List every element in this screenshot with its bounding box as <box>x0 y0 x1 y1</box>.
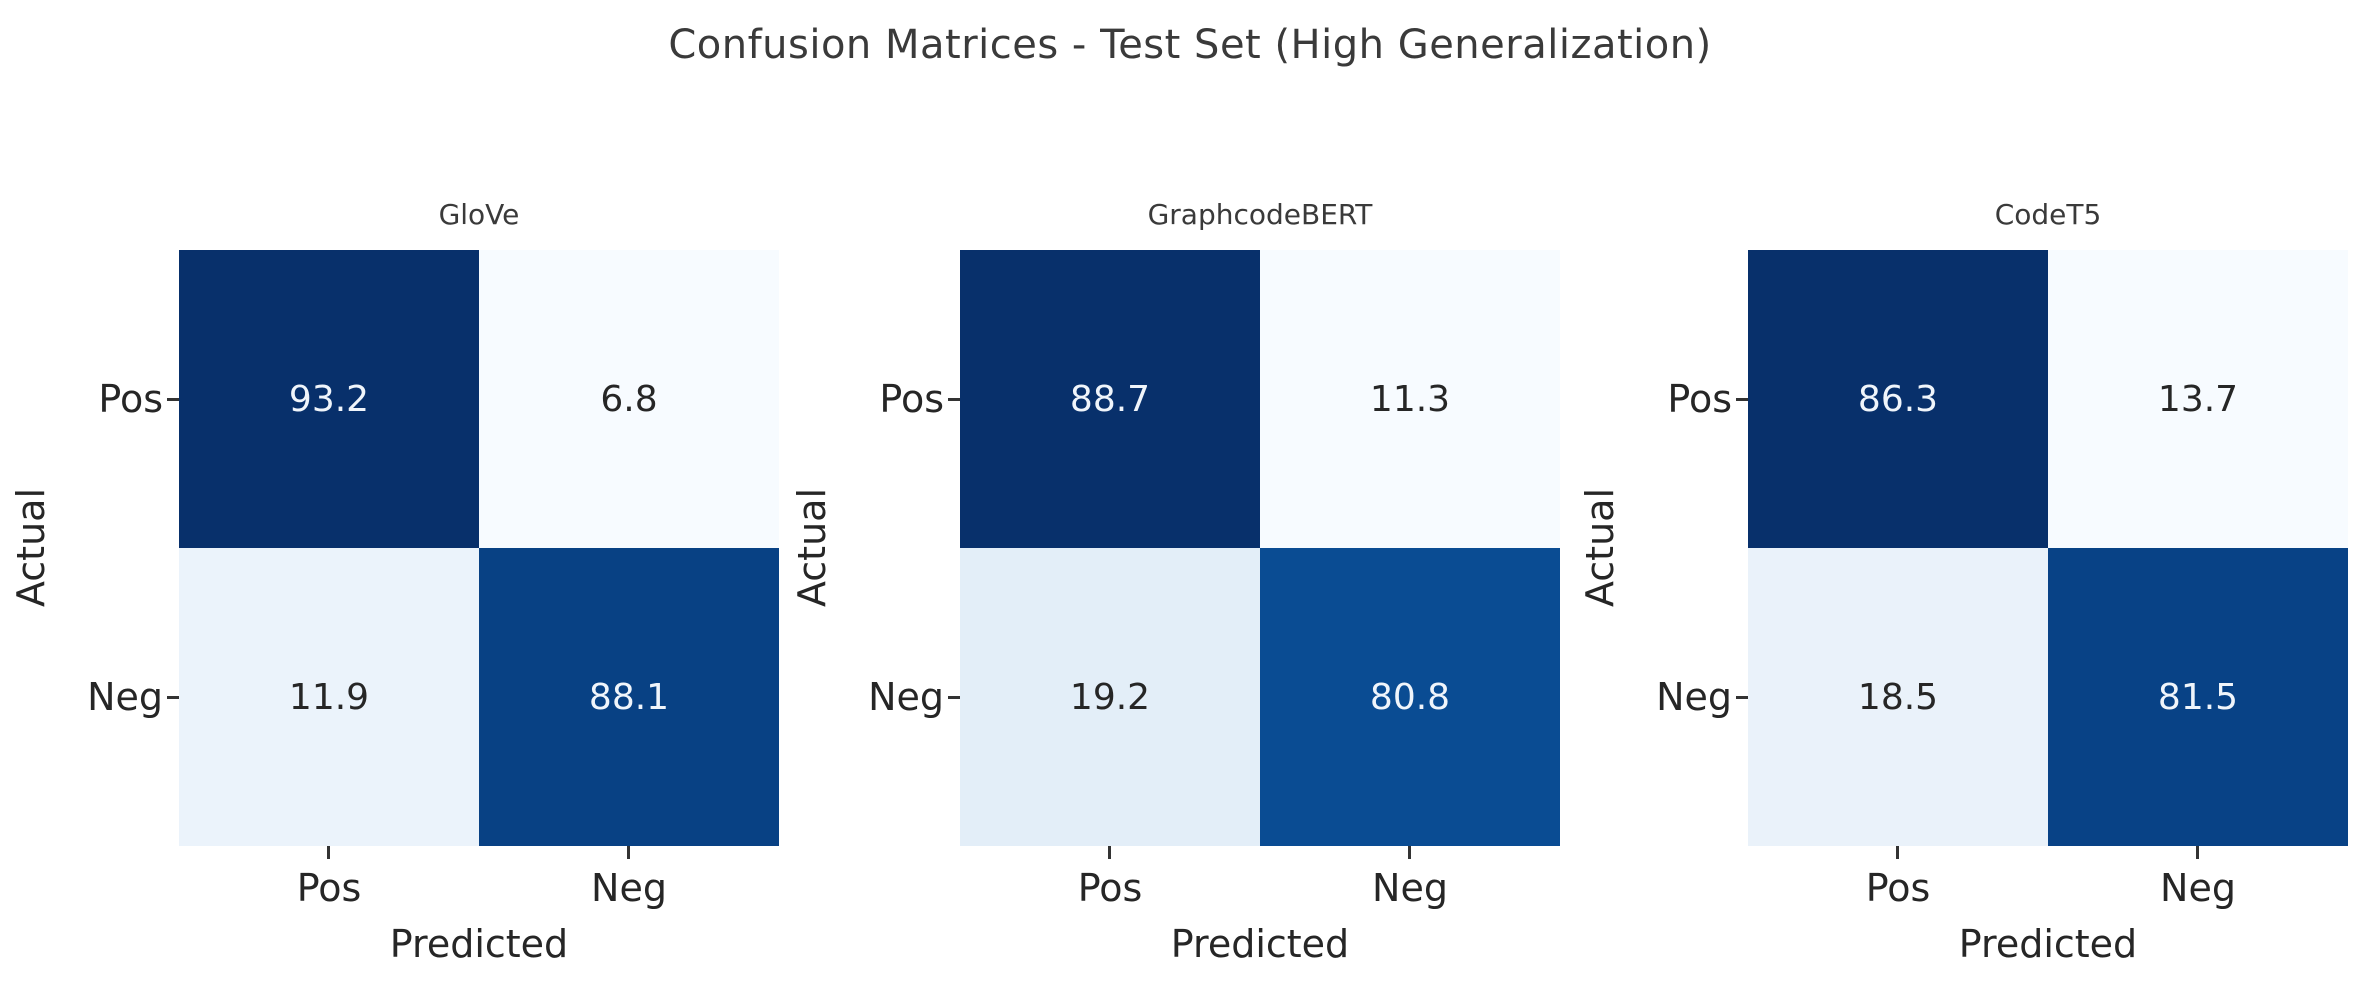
x-tick-label-neg: Neg <box>591 866 667 910</box>
x-tick-label-neg: Neg <box>1372 866 1448 910</box>
x-tick-label-pos: Pos <box>1865 866 1931 910</box>
figure-title: Confusion Matrices - Test Set (High Gene… <box>668 22 1712 68</box>
y-tick-label-pos: Pos <box>1667 377 1732 421</box>
y-tick-label-neg: Neg <box>868 675 944 719</box>
y-tick-mark <box>1736 398 1748 401</box>
subplot-graphcodebert: GraphcodeBERT 88.7 11.3 19.2 80.8 Pos Ne… <box>790 198 1560 966</box>
x-tick-label-pos: Pos <box>1077 866 1143 910</box>
y-tick-mark <box>167 696 179 699</box>
y-tick-mark <box>948 696 960 699</box>
x-tick-mark <box>1896 846 1899 859</box>
x-tick-label-pos: Pos <box>296 866 362 910</box>
x-tick-label-neg: Neg <box>2160 866 2236 910</box>
y-tick-mark <box>167 398 179 401</box>
x-axis-label: Predicted <box>1958 922 2138 966</box>
y-tick-label-neg: Neg <box>1656 675 1732 719</box>
heatmap-codet5: 86.3 13.7 18.5 81.5 <box>1748 250 2348 846</box>
heatmap-cell: 88.1 <box>479 548 779 846</box>
heatmap-cell: 13.7 <box>2048 250 2348 548</box>
heatmap-cell: 88.7 <box>960 250 1260 548</box>
subplot-title: GraphcodeBERT <box>1147 198 1373 231</box>
x-axis-label: Predicted <box>389 922 569 966</box>
y-axis-label: Actual <box>9 488 53 608</box>
y-tick-label-neg: Neg <box>87 675 163 719</box>
heatmap-cell: 19.2 <box>960 548 1260 846</box>
x-axis-label: Predicted <box>1170 922 1350 966</box>
subplot-glove: GloVe 93.2 6.8 11.9 88.1 Pos Neg Pos Neg… <box>9 198 779 966</box>
heatmap-cell: 80.8 <box>1260 548 1560 846</box>
x-tick-mark <box>2196 846 2199 859</box>
x-tick-mark <box>327 846 330 859</box>
y-tick-label-pos: Pos <box>879 377 944 421</box>
y-axis-label: Actual <box>790 488 834 608</box>
y-axis-label: Actual <box>1578 488 1622 608</box>
x-tick-mark <box>1108 846 1111 859</box>
heatmap-cell: 11.3 <box>1260 250 1560 548</box>
y-tick-mark <box>948 398 960 401</box>
heatmap-cell: 11.9 <box>179 548 479 846</box>
x-tick-mark <box>1408 846 1411 859</box>
subplot-title: GloVe <box>438 198 520 231</box>
heatmap-cell: 93.2 <box>179 250 479 548</box>
y-tick-label-pos: Pos <box>98 377 163 421</box>
subplot-title: CodeT5 <box>1994 198 2102 231</box>
y-tick-mark <box>1736 696 1748 699</box>
heatmap-cell: 86.3 <box>1748 250 2048 548</box>
subplot-codet5: CodeT5 86.3 13.7 18.5 81.5 Pos Neg Pos N… <box>1578 198 2348 966</box>
heatmap-cell: 6.8 <box>479 250 779 548</box>
heatmap-cell: 81.5 <box>2048 548 2348 846</box>
heatmap-glove: 93.2 6.8 11.9 88.1 <box>179 250 779 846</box>
heatmap-graphcodebert: 88.7 11.3 19.2 80.8 <box>960 250 1560 846</box>
x-tick-mark <box>627 846 630 859</box>
heatmap-cell: 18.5 <box>1748 548 2048 846</box>
